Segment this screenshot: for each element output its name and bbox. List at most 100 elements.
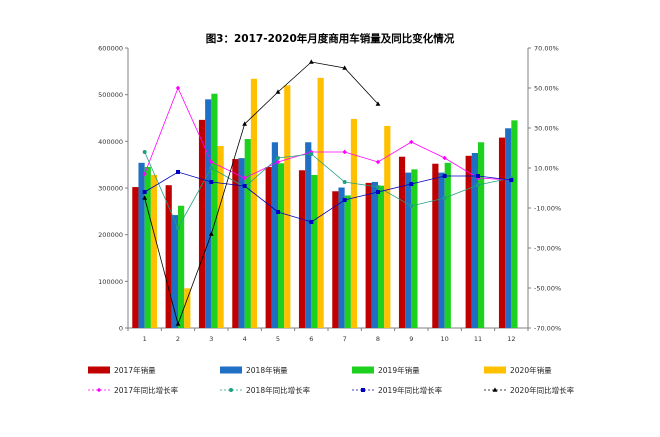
bar-2-1 [138,162,145,328]
bar-3-6 [311,174,318,328]
y-right-tick-label: 10.00% [534,165,559,173]
bar-2-6 [305,142,312,328]
bar-2-3 [205,99,212,328]
bar-4-5 [284,85,291,328]
bar-1-6 [298,170,306,328]
bar-1-11 [465,155,472,328]
y-left-tick-label: 300000 [98,185,123,193]
chart-title: 图3：2017-2020年月度商用车销量及同比变化情况 [205,33,455,45]
bar-1-2 [165,185,172,328]
x-tick-label: 5 [276,335,280,343]
point-4-7 [342,65,348,70]
point-1-5 [275,159,281,165]
legend-label-bar-3: 2019年销量 [378,365,420,375]
bar-1-4 [232,159,239,328]
line-series-4 [144,61,379,326]
point-4-5 [275,89,281,94]
legend-label-bar-1: 2017年销量 [114,365,156,375]
bar-1-1 [132,187,139,328]
x-tick-label: 1 [143,335,147,343]
bar-2-2 [171,215,178,328]
x-tick-label: 2 [176,335,180,343]
legend-swatch-bar-3 [352,366,374,374]
bar-2-5 [271,142,278,328]
point-3-3 [209,180,214,184]
y-left-tick-label: 500000 [98,91,123,99]
bar-3-8 [378,185,385,328]
point-1-1 [142,171,147,177]
point-2-2 [176,226,180,230]
point-1-7 [342,149,347,155]
y-right-tick-label: -30.00% [534,245,561,253]
x-tick-label: 3 [209,335,213,343]
point-3-9 [409,182,414,186]
y-right-tick-label: -10.00% [534,205,561,213]
bar-1-3 [198,119,206,328]
bar-4-4 [250,78,258,328]
point-2-7 [342,180,347,184]
point-1-8 [375,159,381,165]
bar-4-1 [150,174,158,328]
bar-1-5 [265,167,272,328]
point-4-3 [208,231,214,236]
x-tick-label: 9 [409,335,413,343]
legend-marker-1 [96,387,102,393]
bar-2-9 [405,172,412,328]
bar-1-12 [498,137,506,328]
legend-swatch-bar-4 [484,366,506,374]
bar-4-7 [350,118,358,328]
point-2-10 [442,196,447,200]
point-2-11 [476,183,480,187]
point-4-1 [142,195,148,200]
x-tick-label: 10 [441,335,449,343]
point-2-5 [276,156,280,160]
legend-label-bar-2: 2018年销量 [246,365,288,375]
bar-2-7 [338,187,345,328]
line-series-2 [144,151,512,229]
y-right-tick-label: 70.00% [534,45,559,53]
y-left-tick-label: 200000 [98,231,123,239]
point-3-12 [509,178,514,182]
legend-label-line-4: 2020年同比增长率 [510,385,575,395]
legend-label-line-2: 2018年同比增长率 [246,385,311,395]
point-2-3 [209,166,214,170]
bar-3-12 [511,120,518,328]
bar-3-3 [211,93,218,328]
y-left-tick-label: 400000 [98,138,123,146]
x-tick-label: 4 [243,335,247,343]
point-4-2 [175,321,181,326]
y-right-tick-label: -70.00% [534,325,561,333]
bar-2-11 [471,153,478,328]
point-3-10 [442,174,447,178]
bar-2-4 [238,158,245,328]
legend-marker-2 [229,388,233,392]
line-series-3 [144,171,512,223]
bar-1-10 [432,163,439,328]
bar-3-5 [278,163,285,328]
bar-4-6 [317,77,324,328]
legend-marker-4 [492,387,498,392]
bar-3-11 [478,142,485,328]
point-3-6 [309,220,314,224]
x-tick-label: 12 [507,335,515,343]
legend-label-bar-4: 2020年销量 [510,365,552,375]
point-3-2 [176,170,180,174]
x-tick-label: 8 [376,335,380,343]
x-tick-label: 7 [343,335,347,343]
bar-2-10 [438,172,445,328]
point-3-4 [242,184,247,188]
legend-marker-3 [361,388,365,392]
line-series-1 [144,86,512,181]
y-right-tick-label: -50.00% [534,285,561,293]
y-left-tick-label: 0 [119,325,123,333]
point-1-10 [442,155,447,161]
point-2-8 [376,185,380,189]
y-left-tick-label: 600000 [98,45,123,53]
y-right-tick-label: 30.00% [534,125,559,133]
point-1-9 [409,139,414,145]
legend-swatch-bar-2 [220,366,242,374]
x-tick-label: 6 [309,335,313,343]
bar-3-7 [344,195,351,328]
